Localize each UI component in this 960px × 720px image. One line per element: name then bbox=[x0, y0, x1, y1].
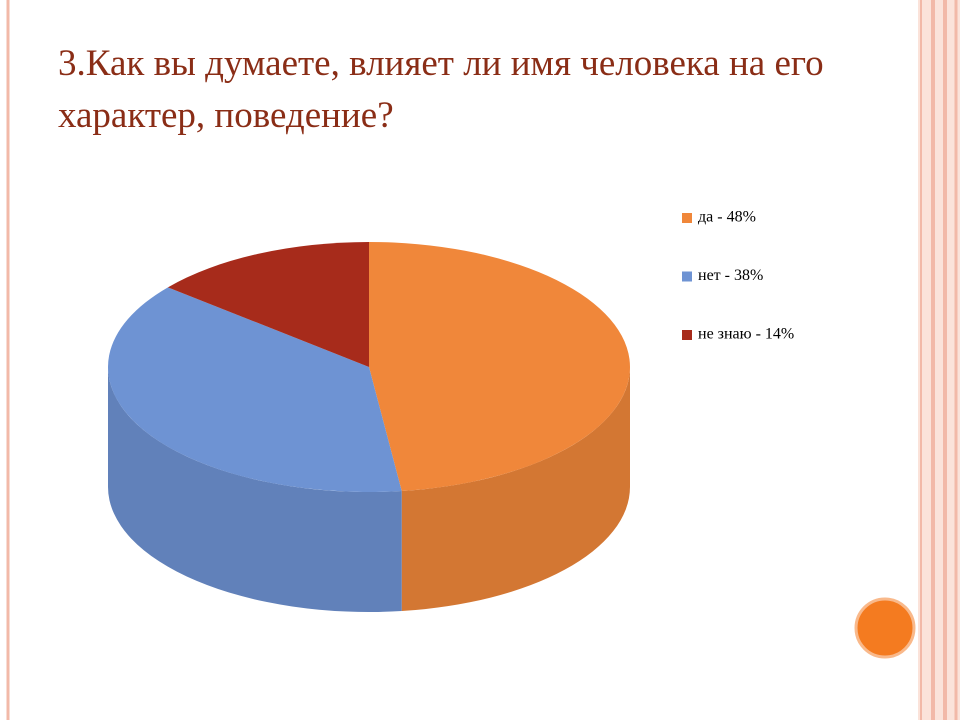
decor-circle bbox=[854, 597, 916, 659]
pie-slice bbox=[369, 242, 631, 492]
legend: да - 48% нет - 38% не знаю - 14% bbox=[682, 209, 794, 343]
legend-label: нет - 38% bbox=[698, 267, 763, 284]
pie-side bbox=[401, 367, 630, 612]
pie-slice bbox=[107, 287, 402, 492]
border-right bbox=[918, 0, 960, 720]
legend-label: да - 48% bbox=[698, 209, 756, 226]
legend-label: не знаю - 14% bbox=[698, 326, 794, 343]
pie-side bbox=[108, 367, 402, 612]
legend-swatch bbox=[682, 213, 692, 223]
pie-tops bbox=[107, 242, 631, 492]
pie-sides bbox=[108, 367, 630, 612]
pie-slice bbox=[167, 242, 369, 367]
legend-swatch bbox=[682, 271, 692, 282]
legend-swatch bbox=[682, 330, 692, 340]
chart-title: 3.Как вы думаете, влияет ли имя человека… bbox=[58, 43, 824, 136]
